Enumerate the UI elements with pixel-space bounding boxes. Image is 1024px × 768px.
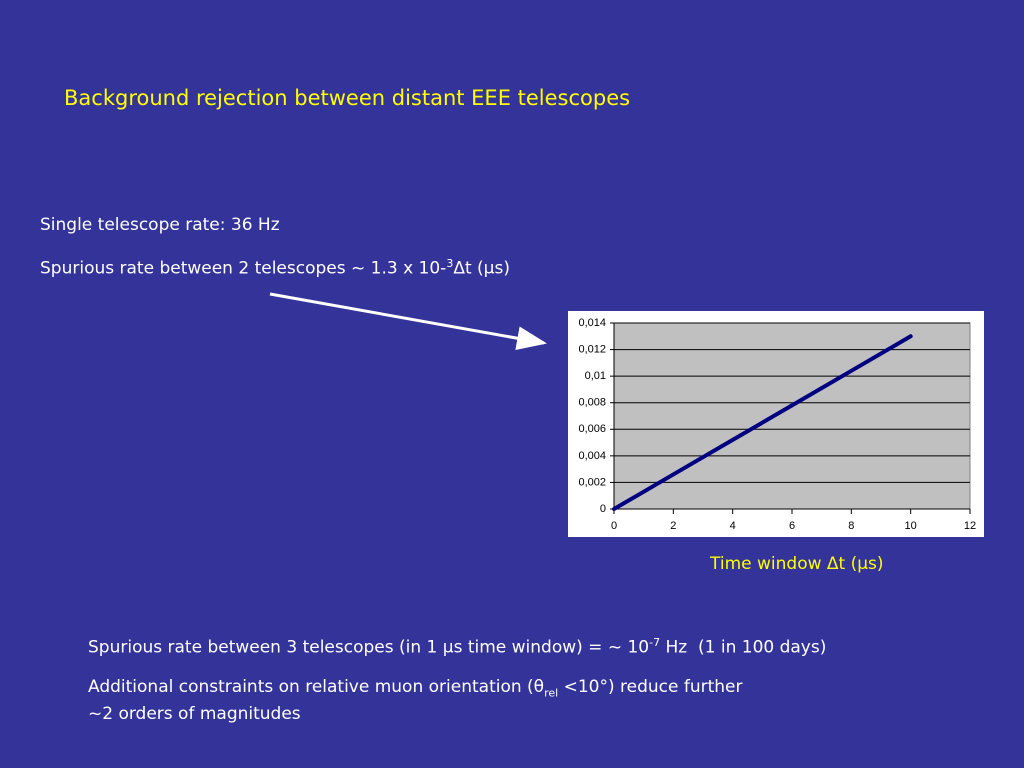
y-tick-label: 0 [600, 503, 606, 515]
arrow [269, 292, 547, 351]
data-line [612, 334, 913, 511]
x-tick-label: 4 [730, 520, 736, 532]
superscript: 3 [446, 257, 454, 270]
superscript: -7 [649, 636, 661, 649]
chart: 0 0,002 0,004 0,006 0,008 0,01 0,012 0,014 0 2 4 6 8… [568, 311, 984, 537]
text: Hz (1 in 100 days) [660, 637, 827, 658]
text-line: Spurious rate between 2 telescopes ~ 1.3… [40, 257, 510, 279]
text: Δt (μs) [453, 258, 510, 279]
y-tick-label: 0,008 [578, 397, 606, 409]
text: Additional constraints on relative muon … [88, 677, 545, 697]
x-tick-label: 2 [670, 520, 676, 532]
text-line: Spurious rate between 3 telescopes (in 1… [88, 636, 826, 658]
x-tick-label: 6 [789, 520, 795, 532]
y-tick-label: 0,006 [578, 423, 606, 435]
x-tick-label: 12 [964, 520, 976, 532]
text: Spurious rate between 2 telescopes ~ 1.3… [40, 258, 447, 279]
text-line: Single telescope rate: 36 Hz [40, 215, 280, 235]
x-axis-label: Time window Δt (μs) [710, 554, 884, 574]
y-tick-label: 0,01 [585, 370, 606, 382]
y-tick-label: 0,012 [578, 343, 606, 355]
y-tick-label: 0,004 [578, 450, 606, 462]
x-tick-label: 0 [611, 520, 617, 532]
plot-area [613, 322, 971, 510]
slide-title: Background rejection between distant EEE… [64, 86, 631, 110]
x-tick-label: 8 [848, 520, 854, 532]
y-tick-label: 0,002 [578, 476, 606, 488]
x-tick-label: 10 [905, 520, 917, 532]
subscript: rel [544, 686, 559, 700]
text-line: Additional constraints on relative muon … [88, 677, 743, 699]
y-tick-label: 0,014 [578, 317, 606, 329]
text-line: ~2 orders of magnitudes [88, 704, 301, 724]
text: <10°) reduce further [558, 677, 743, 697]
text: Spurious rate between 3 telescopes (in 1… [88, 637, 650, 658]
